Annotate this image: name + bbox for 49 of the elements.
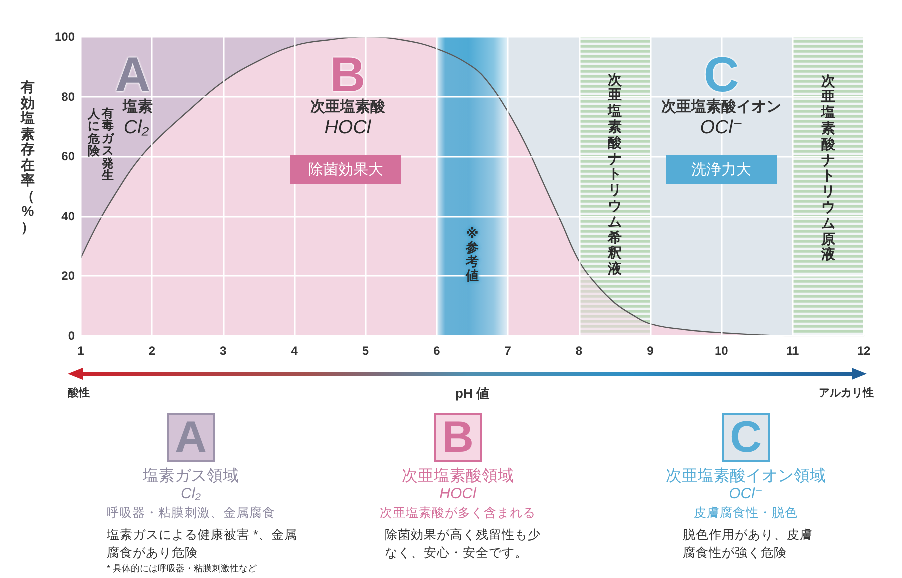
text: 脱色作用があり、皮膚腐食性が強く危険 (683, 527, 813, 562)
text: HOCl (440, 486, 476, 502)
x-tick-label: 12 (857, 344, 871, 358)
x-tick-label: 10 (714, 344, 729, 358)
annotation: Cl₂ (124, 118, 150, 139)
text: 有効塩素存在率（%） (21, 79, 35, 234)
text: OCl⁻ (729, 486, 763, 502)
text: 酸性 (68, 388, 90, 400)
x-tick-label: 8 (576, 344, 583, 358)
x-tick-label: 9 (647, 344, 654, 358)
annotation: 洗浄力大 (692, 162, 752, 179)
annotation: 除菌効果大 (308, 162, 384, 179)
text: 次亜塩素酸が多く含まれる (380, 506, 536, 520)
label-box: 除菌効果大 (290, 156, 402, 185)
text: 次亜塩素酸ナトリウム原液 (821, 72, 836, 263)
annotation: OCl⁻ (700, 118, 743, 139)
x-tick-label: 11 (786, 344, 800, 358)
text: 除菌効果が高く残留性も少なく、安心・安全です。 (385, 527, 542, 562)
text: 次亜塩素酸領域 (402, 468, 514, 485)
annotation: HOCl (324, 118, 372, 139)
x-tick-label: 1 (78, 344, 85, 358)
annotation: 有毒ガス発生 (102, 106, 114, 183)
letter-box: A (167, 413, 215, 462)
letter-box: C (722, 413, 770, 462)
x-axis-title: pH 値 (456, 386, 490, 401)
x-tick-label: 4 (291, 344, 298, 358)
text: 次亜塩素酸ナトリウム希釈液 (608, 70, 622, 276)
x-tick-label: 2 (148, 344, 156, 358)
text: 皮膚腐食性・脱色 (694, 506, 798, 520)
text: * 具体的には呼吸器・粘膜刺激性など (107, 564, 258, 574)
text: Cl₂ (181, 486, 201, 502)
y-tick-label: 0 (68, 329, 76, 343)
text: 次亜塩素酸イオン領域 (666, 468, 826, 485)
letter-box: B (434, 413, 482, 462)
y-tick-label: 60 (62, 150, 76, 164)
text: 塩素ガスによる健康被害 *、金属腐食があり危険 (107, 527, 298, 562)
x-tick-label: 3 (220, 344, 228, 358)
annotation: 人に危険 (88, 106, 100, 158)
x-tick-label: 5 (362, 344, 370, 358)
y-tick-label: 20 (62, 269, 76, 284)
label-box: 洗浄力大 (666, 156, 778, 185)
x-tick-label: 6 (434, 344, 441, 358)
text: アルカリ性 (819, 388, 874, 400)
y-tick-label: 100 (54, 30, 76, 44)
x-tick-label: 7 (504, 344, 512, 358)
text: 呼吸器・粘膜刺激、金属腐食 (106, 506, 276, 520)
y-tick-label: 40 (62, 209, 76, 224)
y-tick-label: 80 (62, 90, 76, 104)
text: 塩素ガス領域 (143, 468, 239, 485)
